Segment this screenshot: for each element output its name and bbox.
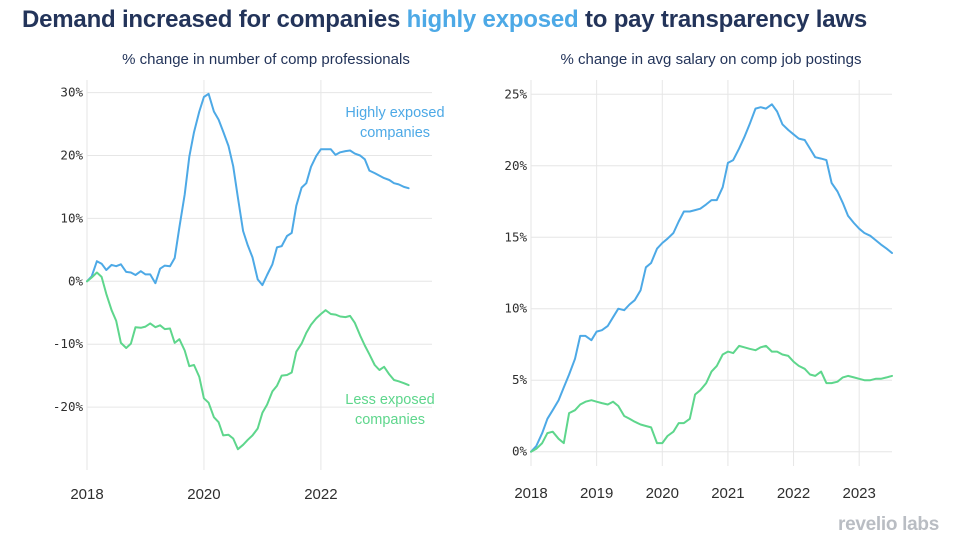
right-xtick-label: 2023 [842,485,875,502]
chart-title: Demand increased for companies highly ex… [22,6,867,34]
right-chart-subtitle: % change in avg salary on comp job posti… [560,51,861,68]
left-ytick-label: 20% [60,147,83,162]
left-ytick-label: -20% [53,399,84,414]
title-text-before: Demand increased for companies [22,6,407,33]
right-xtick-label: 2022 [777,485,810,502]
title-highlight: highly exposed [406,6,579,33]
right-xtick-label: 2020 [646,485,679,502]
title-text-after: to pay transparency laws [578,6,867,33]
right-ytick-label: 5% [512,372,528,387]
right-series-less-exposed-line [530,344,893,453]
right-ytick-label: 10% [504,301,527,316]
panel-comp-professionals: % change in number of comp professionals… [53,51,445,503]
right-series-highly-exposed-line [530,103,893,453]
right-xtick-label: 2019 [580,485,613,502]
left-ytick-label: 0% [68,273,84,288]
left-xtick-label: 2018 [70,486,103,503]
right-xtick-label: 2018 [514,485,547,502]
right-ytick-label: 0% [512,444,528,459]
right-xtick-label: 2021 [711,485,744,502]
right-ytick-label: 20% [504,158,527,173]
revelio-labs-logo: revelio labs [838,514,939,535]
left-chart-subtitle: % change in number of comp professionals [122,51,410,68]
left-ytick-label: 10% [60,210,83,225]
left-series-highly-exposed-line [86,92,410,287]
panel-avg-salary: % change in avg salary on comp job posti… [504,51,893,502]
left-ytick-label: 30% [60,85,83,100]
annotation-less-exposed-line1: Less exposed [345,392,434,408]
left-series-less-exposed-line [86,271,410,451]
annotation-highly-exposed-line2: companies [360,125,430,141]
right-ytick-label: 25% [504,86,527,101]
annotation-less-exposed-line2: companies [355,412,425,428]
left-xtick-label: 2022 [304,486,337,503]
right-ytick-label: 15% [504,229,527,244]
left-ytick-label: -10% [53,336,84,351]
left-xtick-label: 2020 [187,486,220,503]
annotation-highly-exposed-line1: Highly exposed [345,105,444,121]
